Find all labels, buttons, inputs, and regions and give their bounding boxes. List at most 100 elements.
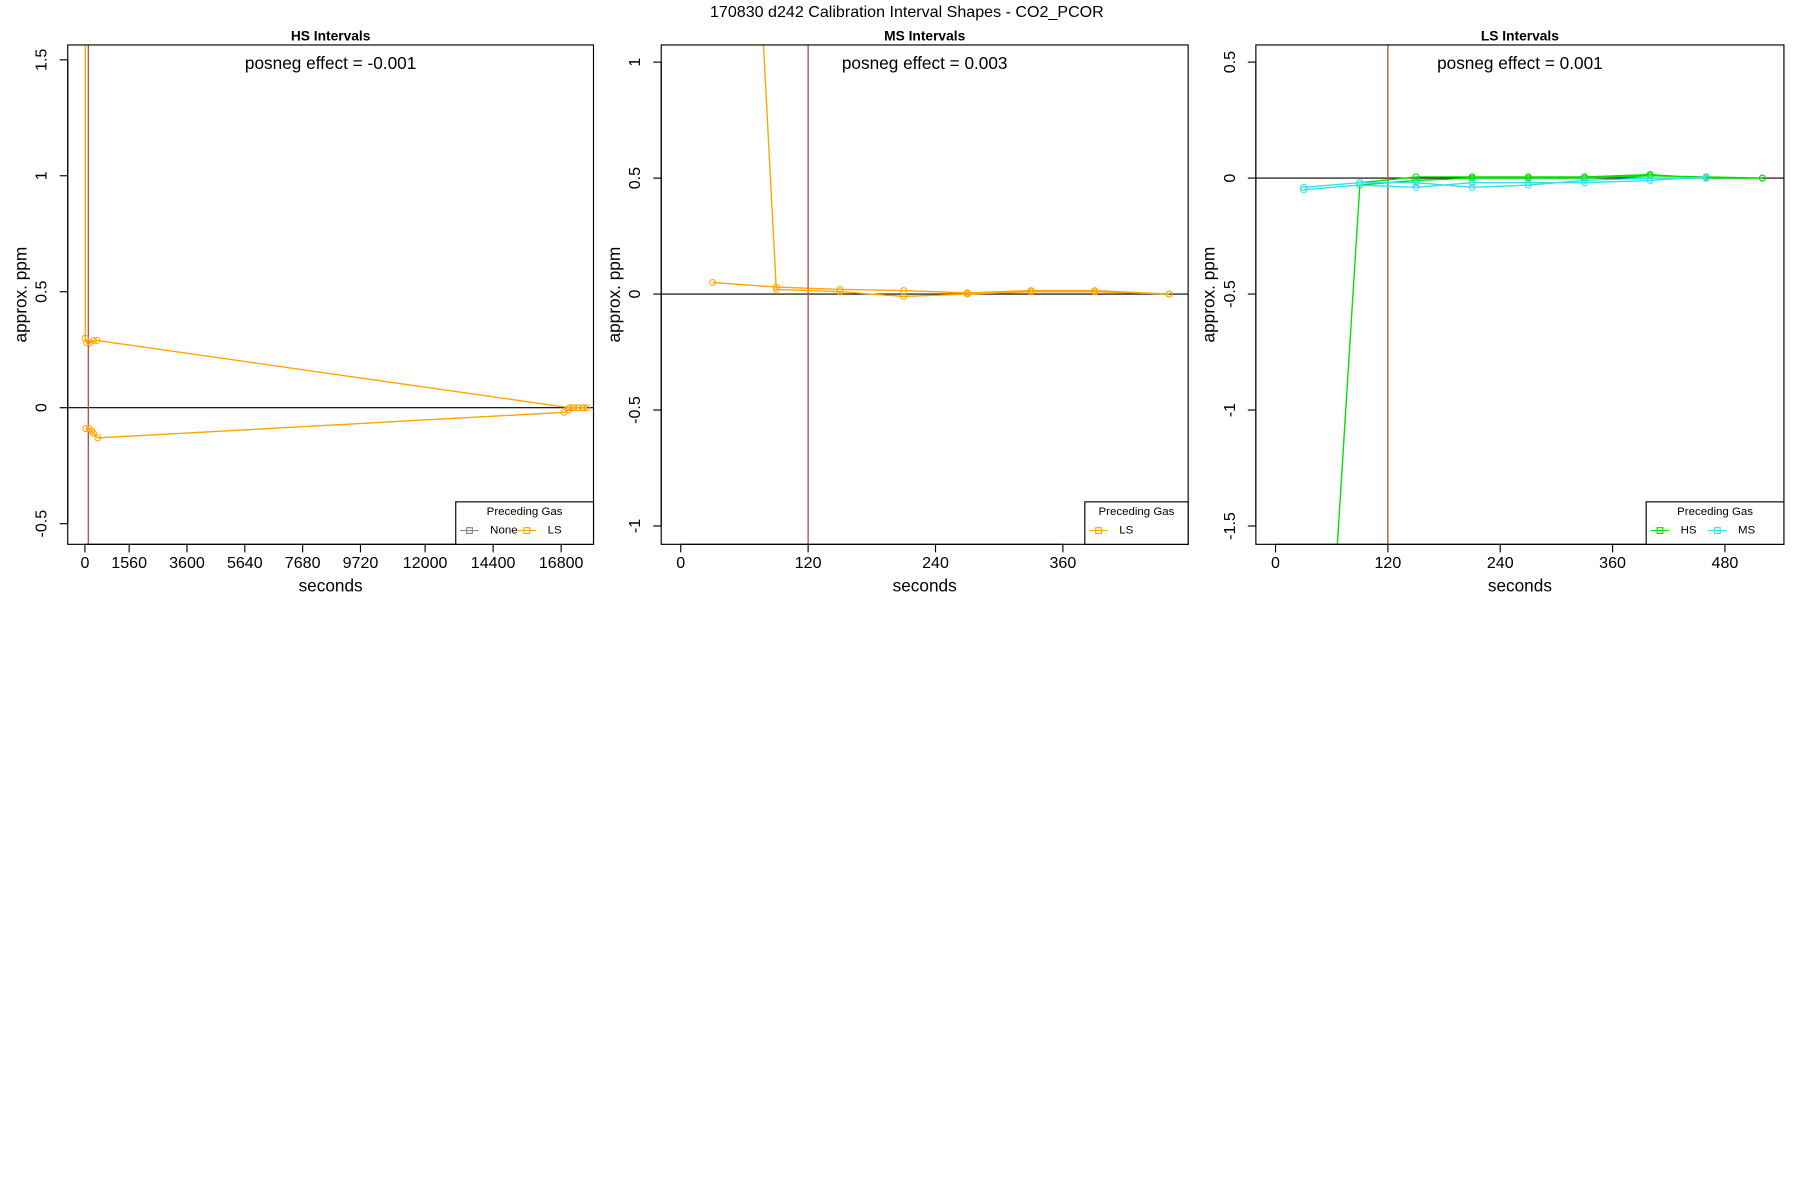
- legend-swatch: [466, 527, 473, 534]
- data-point: [900, 292, 908, 300]
- data-point: [1646, 176, 1654, 184]
- x-tick-label: 3600: [169, 554, 205, 572]
- series-group: [81, 44, 591, 442]
- data-point: [93, 336, 101, 344]
- legend: Preceding Gas None LS: [455, 501, 595, 545]
- plot-frame: [1255, 44, 1785, 545]
- series-group: [1300, 173, 1710, 194]
- legend-swatch: [1713, 527, 1721, 534]
- data-point: [1758, 174, 1766, 182]
- data-point: [1580, 176, 1589, 184]
- y-tick-label: -1: [626, 519, 644, 533]
- legend: Preceding Gas HS MS: [1645, 501, 1785, 545]
- data-point: [836, 285, 844, 293]
- legend-label: LS: [548, 525, 562, 537]
- data-point: [1468, 179, 1476, 187]
- data-point: [1412, 179, 1420, 187]
- legend-label: HS: [1681, 525, 1697, 537]
- panel: MS Intervals posneg effect = 0.003 seconds…: [604, 29, 1189, 595]
- x-tick-label: 120: [795, 554, 822, 572]
- panel: LS Intervals posneg effect = 0.001 seconds…: [1198, 29, 1785, 638]
- data-point: [963, 290, 971, 298]
- plot-frame: [67, 44, 595, 545]
- x-tick-label: 9720: [343, 554, 379, 572]
- x-tick-label: 0: [1271, 554, 1280, 572]
- legend-title: Preceding Gas: [1099, 506, 1175, 518]
- legend-box: [455, 501, 595, 545]
- data-point: [89, 429, 97, 437]
- annotation: posneg effect = 0.001: [1437, 53, 1603, 73]
- data-point: [94, 434, 102, 442]
- data-point: [1165, 290, 1173, 298]
- legend-swatch: [523, 527, 531, 534]
- y-tick-label: 0: [1221, 174, 1239, 183]
- panel-title: MS Intervals: [884, 29, 965, 44]
- legend-box: [1084, 501, 1189, 545]
- data-point: [89, 336, 97, 344]
- x-tick-label: 12000: [403, 554, 448, 572]
- data-point: [1412, 183, 1420, 191]
- data-point: [772, 283, 780, 291]
- data-point: [1329, 632, 1335, 638]
- legend-title: Preceding Gas: [1677, 506, 1753, 518]
- legend-swatch: [1656, 527, 1664, 534]
- plot-frame: [660, 44, 1189, 545]
- y-axis-label: approx. ppm: [604, 247, 624, 343]
- data-point: [580, 404, 588, 412]
- data-point: [1356, 179, 1364, 187]
- y-tick-label: 0.5: [33, 281, 51, 303]
- data-point: [836, 288, 844, 296]
- annotation: posneg effect = 0.003: [842, 53, 1008, 73]
- reference-lines: [661, 44, 1189, 545]
- series-line: [1303, 176, 1707, 191]
- panel: HS Intervals posneg effect = -0.001 second…: [10, 29, 595, 595]
- x-tick-label: 240: [922, 554, 949, 572]
- series-line: [712, 44, 1170, 298]
- data-point: [1300, 186, 1308, 194]
- legend-title: Preceding Gas: [487, 506, 563, 518]
- panel-title: LS Intervals: [1481, 29, 1559, 44]
- x-tick-label: 0: [676, 554, 685, 572]
- y-tick-label: 0.5: [626, 167, 644, 189]
- data-point: [1524, 179, 1532, 187]
- x-axis-label: seconds: [893, 575, 957, 595]
- y-tick-label: -1: [1221, 403, 1239, 417]
- panel-title: HS Intervals: [291, 29, 371, 44]
- x-axis-label: seconds: [1488, 575, 1552, 595]
- y-tick-label: 0: [33, 403, 51, 412]
- data-point: [82, 425, 90, 433]
- legend-box: [1645, 501, 1785, 545]
- x-tick-label: 16800: [539, 554, 584, 572]
- x-tick-label: 1560: [111, 554, 147, 572]
- data-point: [1356, 181, 1364, 189]
- data-point: [709, 278, 717, 286]
- data-point: [1468, 183, 1476, 191]
- y-tick-label: -1.5: [1221, 512, 1239, 540]
- data-point: [1091, 288, 1099, 296]
- x-tick-label: 360: [1599, 554, 1626, 572]
- x-axis-label: seconds: [299, 575, 363, 595]
- data-point: [772, 285, 780, 293]
- series-group: [709, 44, 1173, 300]
- x-tick-label: 0: [80, 554, 89, 572]
- y-tick-label: 0.5: [1221, 51, 1239, 73]
- y-tick-label: -0.5: [33, 510, 51, 538]
- legend-label: LS: [1119, 525, 1133, 537]
- data-point: [583, 404, 591, 412]
- x-tick-label: 7680: [285, 554, 321, 572]
- x-tick-label: 360: [1049, 554, 1076, 572]
- x-tick-label: 120: [1374, 554, 1401, 572]
- annotation: posneg effect = -0.001: [245, 53, 416, 73]
- figure-title: 170830 d242 Calibration Interval Shapes …: [710, 3, 1104, 21]
- data-point: [1524, 181, 1532, 189]
- data-point: [1646, 174, 1654, 182]
- data-point: [1580, 179, 1589, 187]
- legend-label: MS: [1738, 525, 1756, 537]
- legend-label: None: [490, 525, 517, 537]
- data-point: [1702, 174, 1710, 182]
- data-point: [1300, 183, 1308, 191]
- x-tick-label: 240: [1487, 554, 1514, 572]
- y-axis-label: approx. ppm: [10, 247, 30, 343]
